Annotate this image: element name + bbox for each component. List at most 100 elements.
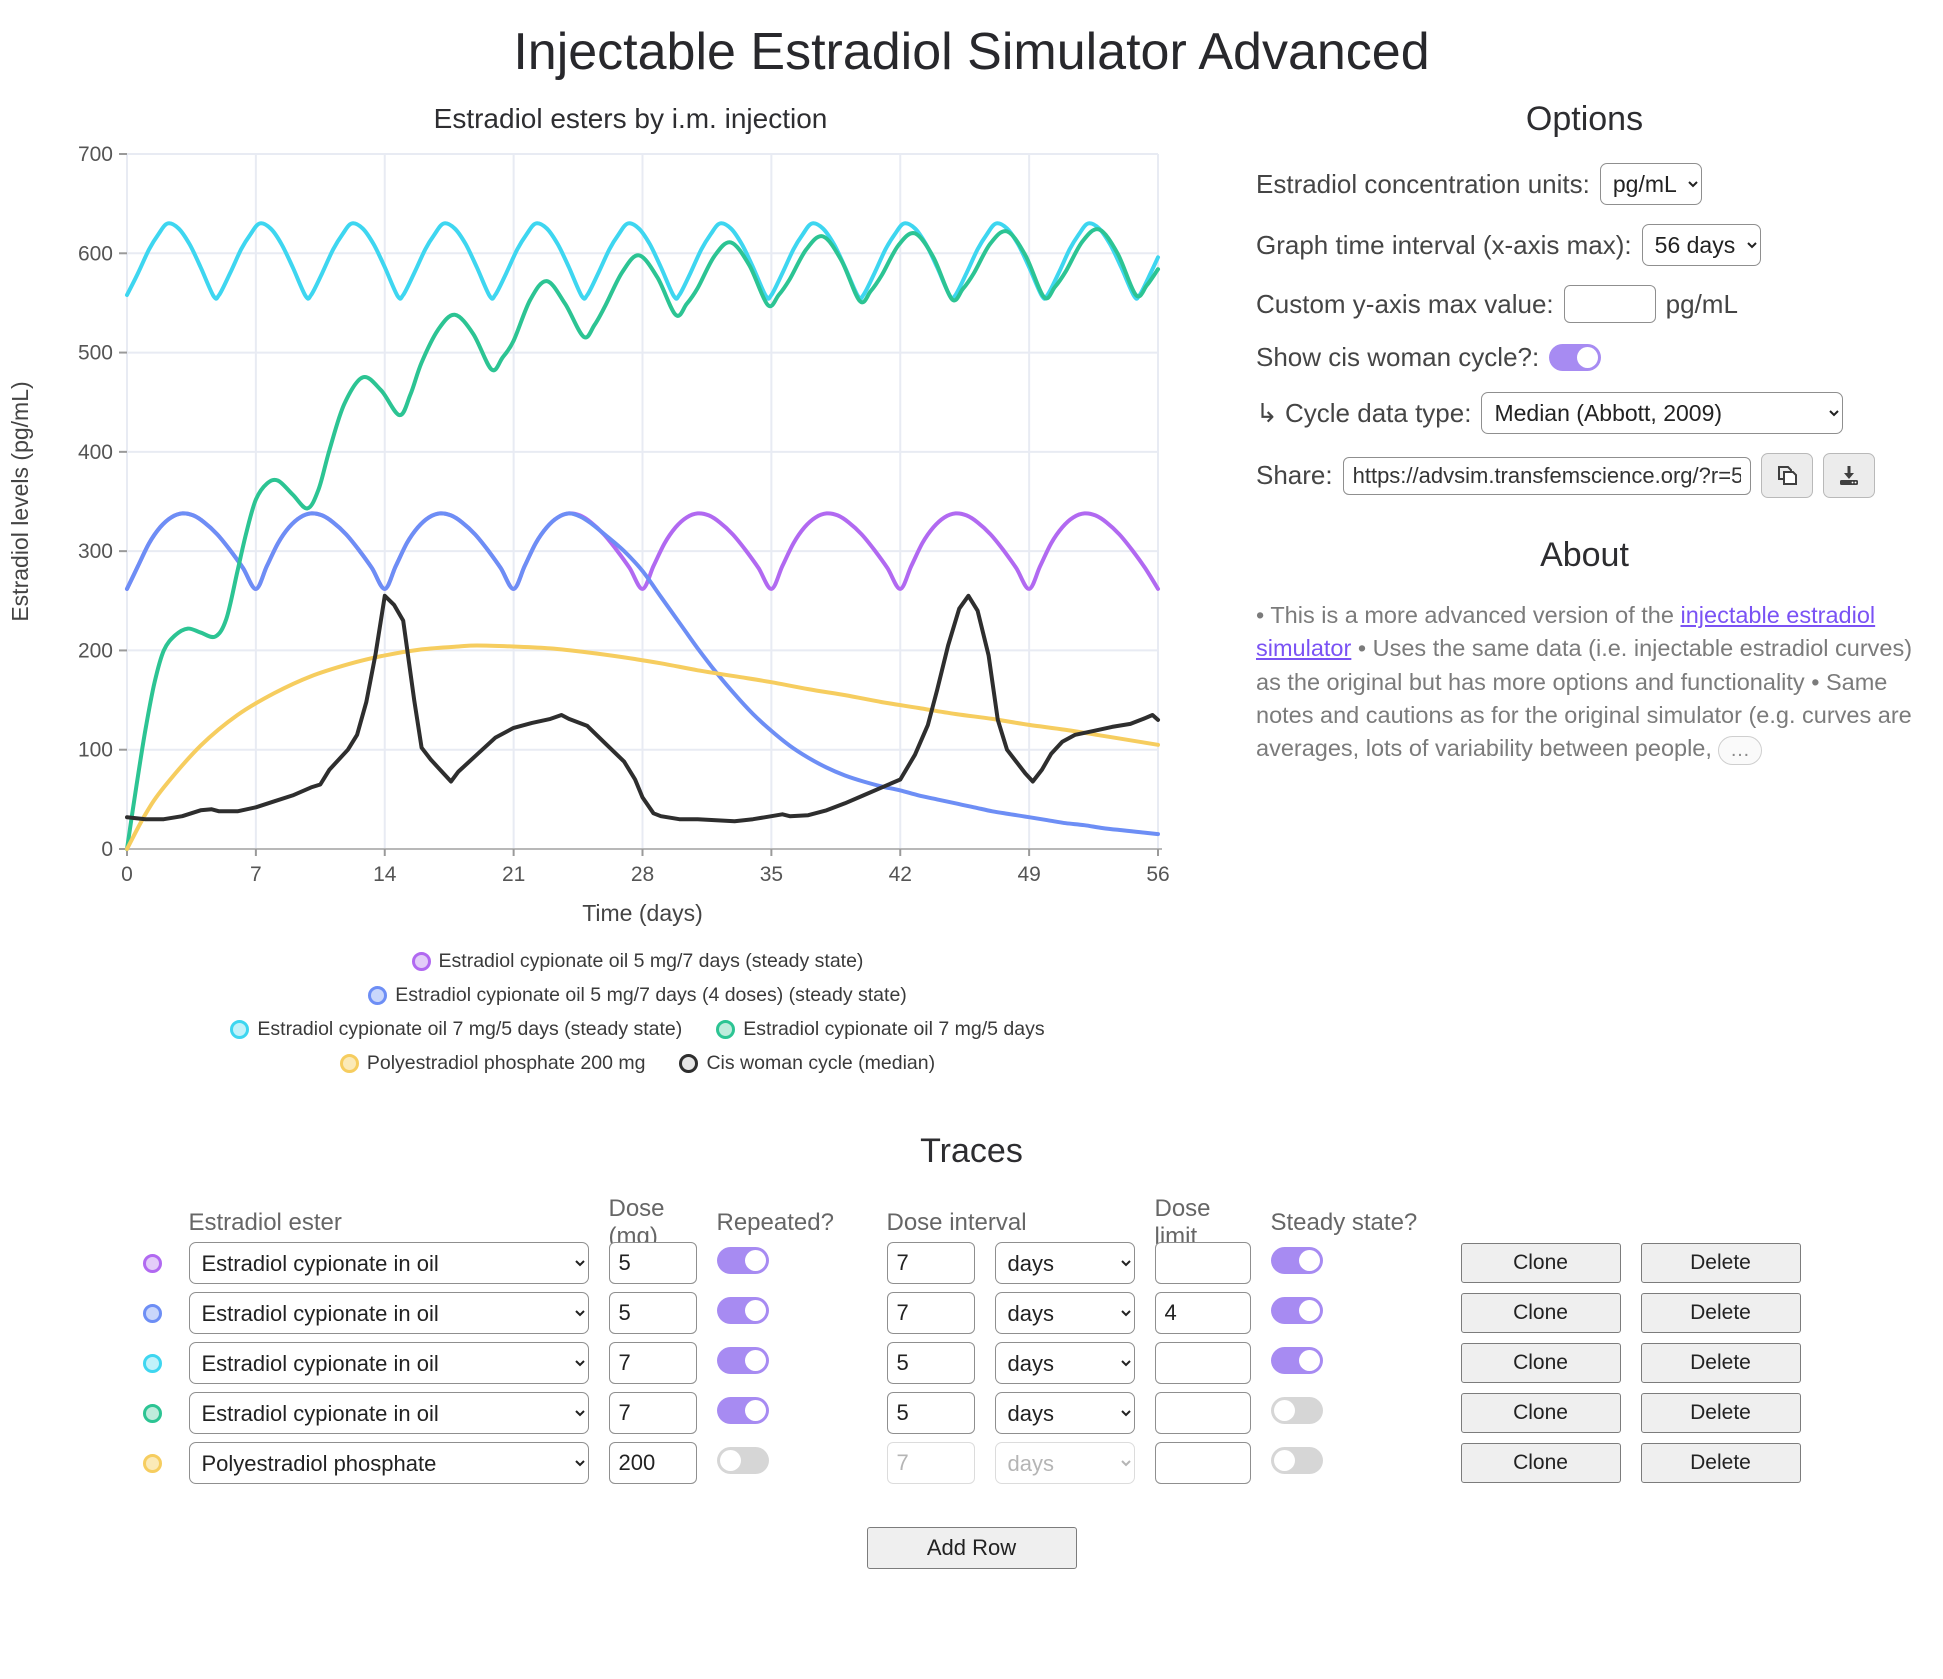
- legend-label: Estradiol cypionate oil 5 mg/7 days (4 d…: [395, 984, 907, 1006]
- page-title: Injectable Estradiol Simulator Advanced: [513, 23, 1430, 81]
- delete-button[interactable]: Delete: [1640, 1293, 1801, 1333]
- steady-cell: [1270, 1247, 1441, 1279]
- copy-button[interactable]: [1760, 453, 1813, 498]
- y-tick-label: 100: [78, 739, 113, 762]
- dose-limit-input[interactable]: [1154, 1292, 1251, 1334]
- repeated-cell: [716, 1297, 867, 1329]
- repeated-cell: [716, 1347, 867, 1379]
- steady-state-toggle[interactable]: [1270, 1397, 1323, 1424]
- dose-limit-input[interactable]: [1154, 1242, 1251, 1284]
- dose-limit-input[interactable]: [1154, 1342, 1251, 1384]
- delete-button[interactable]: Delete: [1640, 1343, 1801, 1383]
- ymax-input[interactable]: [1563, 285, 1656, 323]
- clone-button[interactable]: Clone: [1460, 1343, 1621, 1383]
- steady-cell: [1270, 1447, 1441, 1479]
- delete-button[interactable]: Delete: [1640, 1393, 1801, 1433]
- legend-item[interactable]: Polyestradiol phosphate 200 mg: [339, 1052, 645, 1075]
- legend-item[interactable]: Estradiol cypionate oil 7 mg/5 days (ste…: [230, 1018, 682, 1041]
- dose-input[interactable]: [608, 1392, 697, 1434]
- dose-input[interactable]: [608, 1342, 697, 1384]
- x-tick-label: 49: [1017, 863, 1040, 886]
- clone-button[interactable]: Clone: [1460, 1293, 1621, 1333]
- series-line-1: [125, 511, 1160, 837]
- toggle-knob: [1298, 1250, 1320, 1271]
- copy-icon: [1777, 465, 1797, 485]
- legend-item[interactable]: Cis woman cycle (median): [679, 1052, 935, 1075]
- toggle-knob: [744, 1400, 766, 1421]
- simulator-link[interactable]: injectable estradiol simulator: [1256, 602, 1876, 662]
- options-heading: Options: [1525, 100, 1644, 138]
- interval-input[interactable]: [886, 1292, 975, 1334]
- interval-input[interactable]: [886, 1392, 975, 1434]
- steady-state-toggle[interactable]: [1270, 1247, 1323, 1274]
- ester-select[interactable]: Estradiol cypionate in oil: [188, 1242, 589, 1284]
- clone-button[interactable]: Clone: [1460, 1393, 1621, 1433]
- clone-button[interactable]: Clone: [1460, 1443, 1621, 1483]
- interval-input[interactable]: [886, 1242, 975, 1284]
- trace-color-icon: [142, 1253, 162, 1273]
- x-tick-label: 0: [121, 863, 133, 886]
- header-repeated: Repeated?: [716, 1209, 834, 1236]
- toggle-knob: [719, 1450, 741, 1471]
- share-label: Share:: [1256, 460, 1333, 490]
- dose-limit-input[interactable]: [1154, 1392, 1251, 1434]
- legend-item[interactable]: Estradiol cypionate oil 7 mg/5 days: [716, 1018, 1045, 1041]
- steady-state-toggle[interactable]: [1270, 1347, 1323, 1374]
- legend-row: Estradiol cypionate oil 5 mg/7 days (4 d…: [95, 984, 1180, 1007]
- x-tick-label: 35: [760, 863, 783, 886]
- repeated-toggle[interactable]: [716, 1297, 769, 1324]
- repeated-toggle[interactable]: [716, 1447, 769, 1474]
- series-line-4: [125, 643, 1160, 851]
- share-url-input[interactable]: [1342, 456, 1751, 495]
- interval-unit-select[interactable]: days: [994, 1292, 1135, 1334]
- y-axis-title: Estradiol levels (pg/mL): [7, 381, 33, 621]
- toggle-knob: [1273, 1450, 1295, 1471]
- cycle-type-select[interactable]: Median (Abbott, 2009): [1481, 392, 1844, 434]
- dose-input[interactable]: [608, 1242, 697, 1284]
- interval-unit-select[interactable]: days: [994, 1242, 1135, 1284]
- ester-select[interactable]: Estradiol cypionate in oil: [188, 1392, 589, 1434]
- y-tick-label: 400: [78, 441, 113, 464]
- toggle-knob: [1298, 1300, 1320, 1321]
- x-tick-label: 56: [1146, 863, 1169, 886]
- interval-input[interactable]: [886, 1342, 975, 1384]
- legend-item[interactable]: Estradiol cypionate oil 5 mg/7 days (ste…: [411, 950, 864, 973]
- steady-state-toggle[interactable]: [1270, 1297, 1323, 1324]
- units-row: Estradiol concentration units: pg/mL: [1256, 163, 1913, 205]
- legend-label: Estradiol cypionate oil 7 mg/5 days: [743, 1018, 1045, 1040]
- interval-unit-select[interactable]: days: [994, 1342, 1135, 1384]
- expand-about-button[interactable]: …: [1718, 735, 1763, 765]
- dose-limit-input[interactable]: [1154, 1442, 1251, 1484]
- units-select[interactable]: pg/mL: [1599, 163, 1702, 205]
- legend-marker-icon: [679, 1054, 699, 1073]
- add-row-button[interactable]: Add Row: [866, 1527, 1077, 1569]
- trace-row: Estradiol cypionate in oil days Clone Delet…: [142, 1341, 1801, 1385]
- legend-label: Estradiol cypionate oil 5 mg/7 days (ste…: [438, 950, 864, 972]
- legend-row: Estradiol cypionate oil 7 mg/5 days (ste…: [95, 1018, 1180, 1041]
- dose-input[interactable]: [608, 1292, 697, 1334]
- delete-button[interactable]: Delete: [1640, 1243, 1801, 1283]
- ester-select[interactable]: Estradiol cypionate in oil: [188, 1342, 589, 1384]
- estradiol-chart[interactable]: 0 100 200 300 400 500 600 700 0 7 14 21 28 35 42 49 56 Es…: [0, 96, 1180, 936]
- toggle-knob: [1298, 1350, 1320, 1371]
- steady-state-toggle[interactable]: [1270, 1447, 1323, 1474]
- interval-select[interactable]: 56 days: [1641, 224, 1761, 266]
- interval-unit-select[interactable]: days: [994, 1392, 1135, 1434]
- ester-select[interactable]: Polyestradiol phosphate: [188, 1442, 589, 1484]
- legend-item[interactable]: Estradiol cypionate oil 5 mg/7 days (4 d…: [368, 984, 907, 1007]
- clone-button[interactable]: Clone: [1460, 1243, 1621, 1283]
- repeated-toggle[interactable]: [716, 1247, 769, 1274]
- ester-select[interactable]: Estradiol cypionate in oil: [188, 1292, 589, 1334]
- repeated-toggle[interactable]: [716, 1397, 769, 1424]
- y-tick-label: 700: [78, 143, 113, 166]
- dose-input[interactable]: [608, 1442, 697, 1484]
- traces-rows: Estradiol cypionate in oil days Clone Delet…: [142, 1241, 1801, 1485]
- about-text-2: • Uses the same data (i.e. injectable es…: [1256, 635, 1913, 762]
- show-cycle-toggle[interactable]: [1549, 344, 1602, 371]
- trace-color-icon: [142, 1303, 162, 1323]
- download-button[interactable]: [1822, 453, 1875, 498]
- cycle-toggle-row: Show cis woman cycle?:: [1256, 342, 1913, 373]
- repeated-toggle[interactable]: [716, 1347, 769, 1374]
- delete-button[interactable]: Delete: [1640, 1443, 1801, 1483]
- repeated-cell: [716, 1447, 867, 1479]
